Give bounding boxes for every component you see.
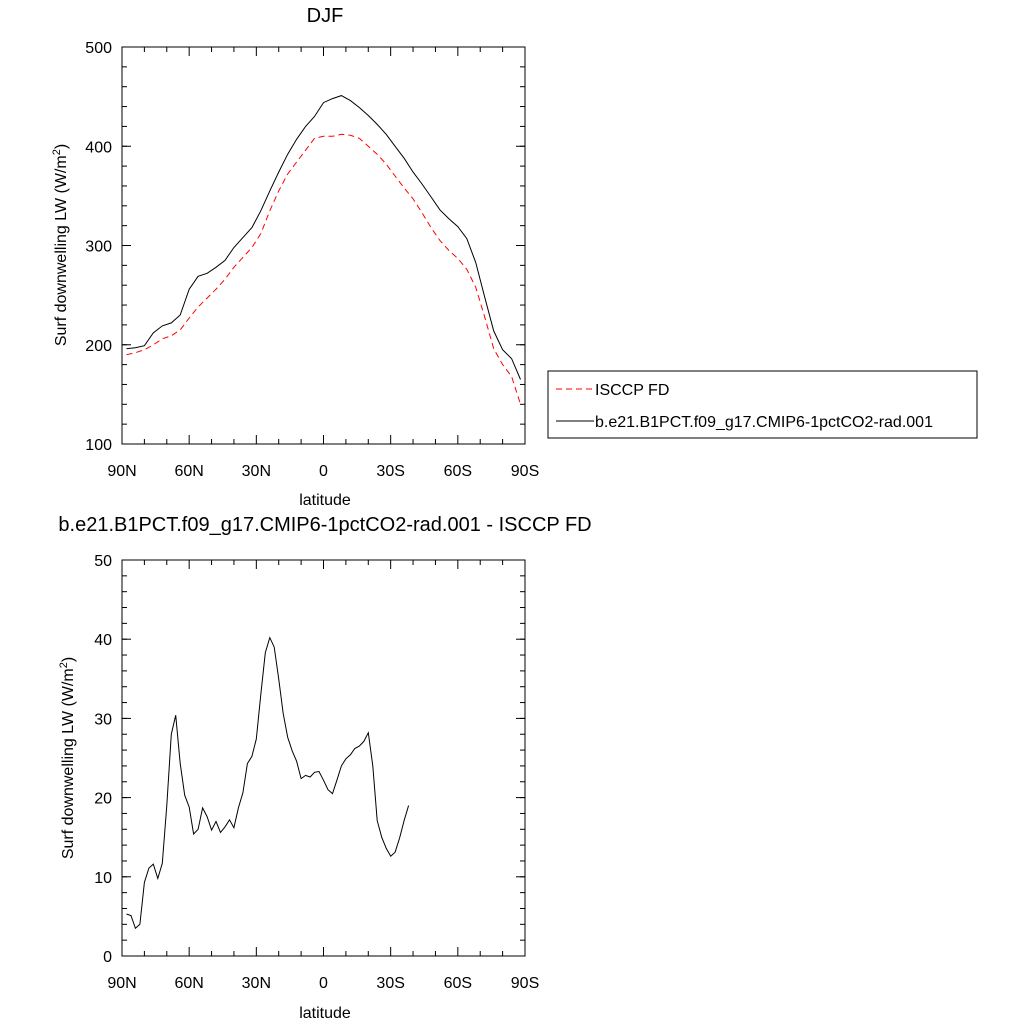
- series-lines: [126, 636, 410, 930]
- x-tick-label: 90N: [107, 975, 136, 992]
- x-tick-label: 90S: [511, 463, 539, 480]
- x-tick-label: 30N: [242, 975, 271, 992]
- y-tick-label: 100: [85, 437, 112, 454]
- x-tick-label: 60N: [174, 975, 203, 992]
- y-axis-label: Surf downwelling LW (W/m2): [51, 144, 70, 346]
- plot-frame: [121, 46, 526, 445]
- chart-panel-bottom: b.e21.B1PCT.f09_g17.CMIP6-1pctCO2-rad.00…: [58, 514, 592, 1022]
- legend: ISCCP FD b.e21.B1PCT.f09_g17.CMIP6-1pctC…: [547, 370, 978, 439]
- series-line-0: [126, 636, 410, 930]
- x-tick-label: 60S: [444, 975, 472, 992]
- y-tick-label: 200: [85, 338, 112, 355]
- tick-labels: 90N 60N 30N 0 30S 60S 90S 0 10 20 30 40 50: [94, 553, 539, 992]
- y-tick-label: 30: [94, 711, 112, 728]
- legend-label-isccp: ISCCP FD: [595, 382, 669, 399]
- tick-marks: [121, 559, 526, 957]
- tick-labels: 90N 60N 30N 0 30S 60S 90S 100 200 300 400 500: [85, 40, 539, 480]
- legend-box: [547, 370, 978, 439]
- chart-panel-top: DJF 90N 60N 30N 0 30S 60S 90S 100 200 300 400 500 l…: [51, 5, 978, 509]
- y-tick-label: 40: [94, 632, 112, 649]
- y-tick-label: 400: [85, 139, 112, 156]
- y-axis-label: Surf downwelling LW (W/m2): [58, 657, 77, 859]
- series-line-1: [126, 95, 521, 380]
- y-tick-label: 500: [85, 40, 112, 57]
- x-axis-label: latitude: [299, 1005, 351, 1022]
- x-tick-label: 90N: [107, 463, 136, 480]
- x-tick-label: 30S: [376, 975, 404, 992]
- x-tick-label: 90S: [511, 975, 539, 992]
- series-lines: [126, 95, 521, 405]
- plot-frame: [121, 559, 526, 957]
- y-tick-label: 300: [85, 239, 112, 256]
- x-tick-label: 0: [319, 975, 328, 992]
- x-tick-label: 30N: [242, 463, 271, 480]
- x-tick-label: 60N: [174, 463, 203, 480]
- y-tick-label: 10: [94, 870, 112, 887]
- y-tick-label: 50: [94, 553, 112, 570]
- chart-title: DJF: [307, 5, 344, 27]
- x-tick-label: 0: [319, 463, 328, 480]
- y-tick-label: 20: [94, 791, 112, 808]
- x-tick-label: 30S: [376, 463, 404, 480]
- legend-label-model: b.e21.B1PCT.f09_g17.CMIP6-1pctCO2-rad.00…: [595, 414, 933, 431]
- chart-title: b.e21.B1PCT.f09_g17.CMIP6-1pctCO2-rad.00…: [58, 514, 591, 536]
- y-tick-label: 0: [103, 949, 112, 966]
- series-line-0: [126, 133, 521, 405]
- x-tick-label: 60S: [444, 463, 472, 480]
- x-axis-label: latitude: [299, 492, 351, 509]
- tick-marks: [121, 46, 526, 445]
